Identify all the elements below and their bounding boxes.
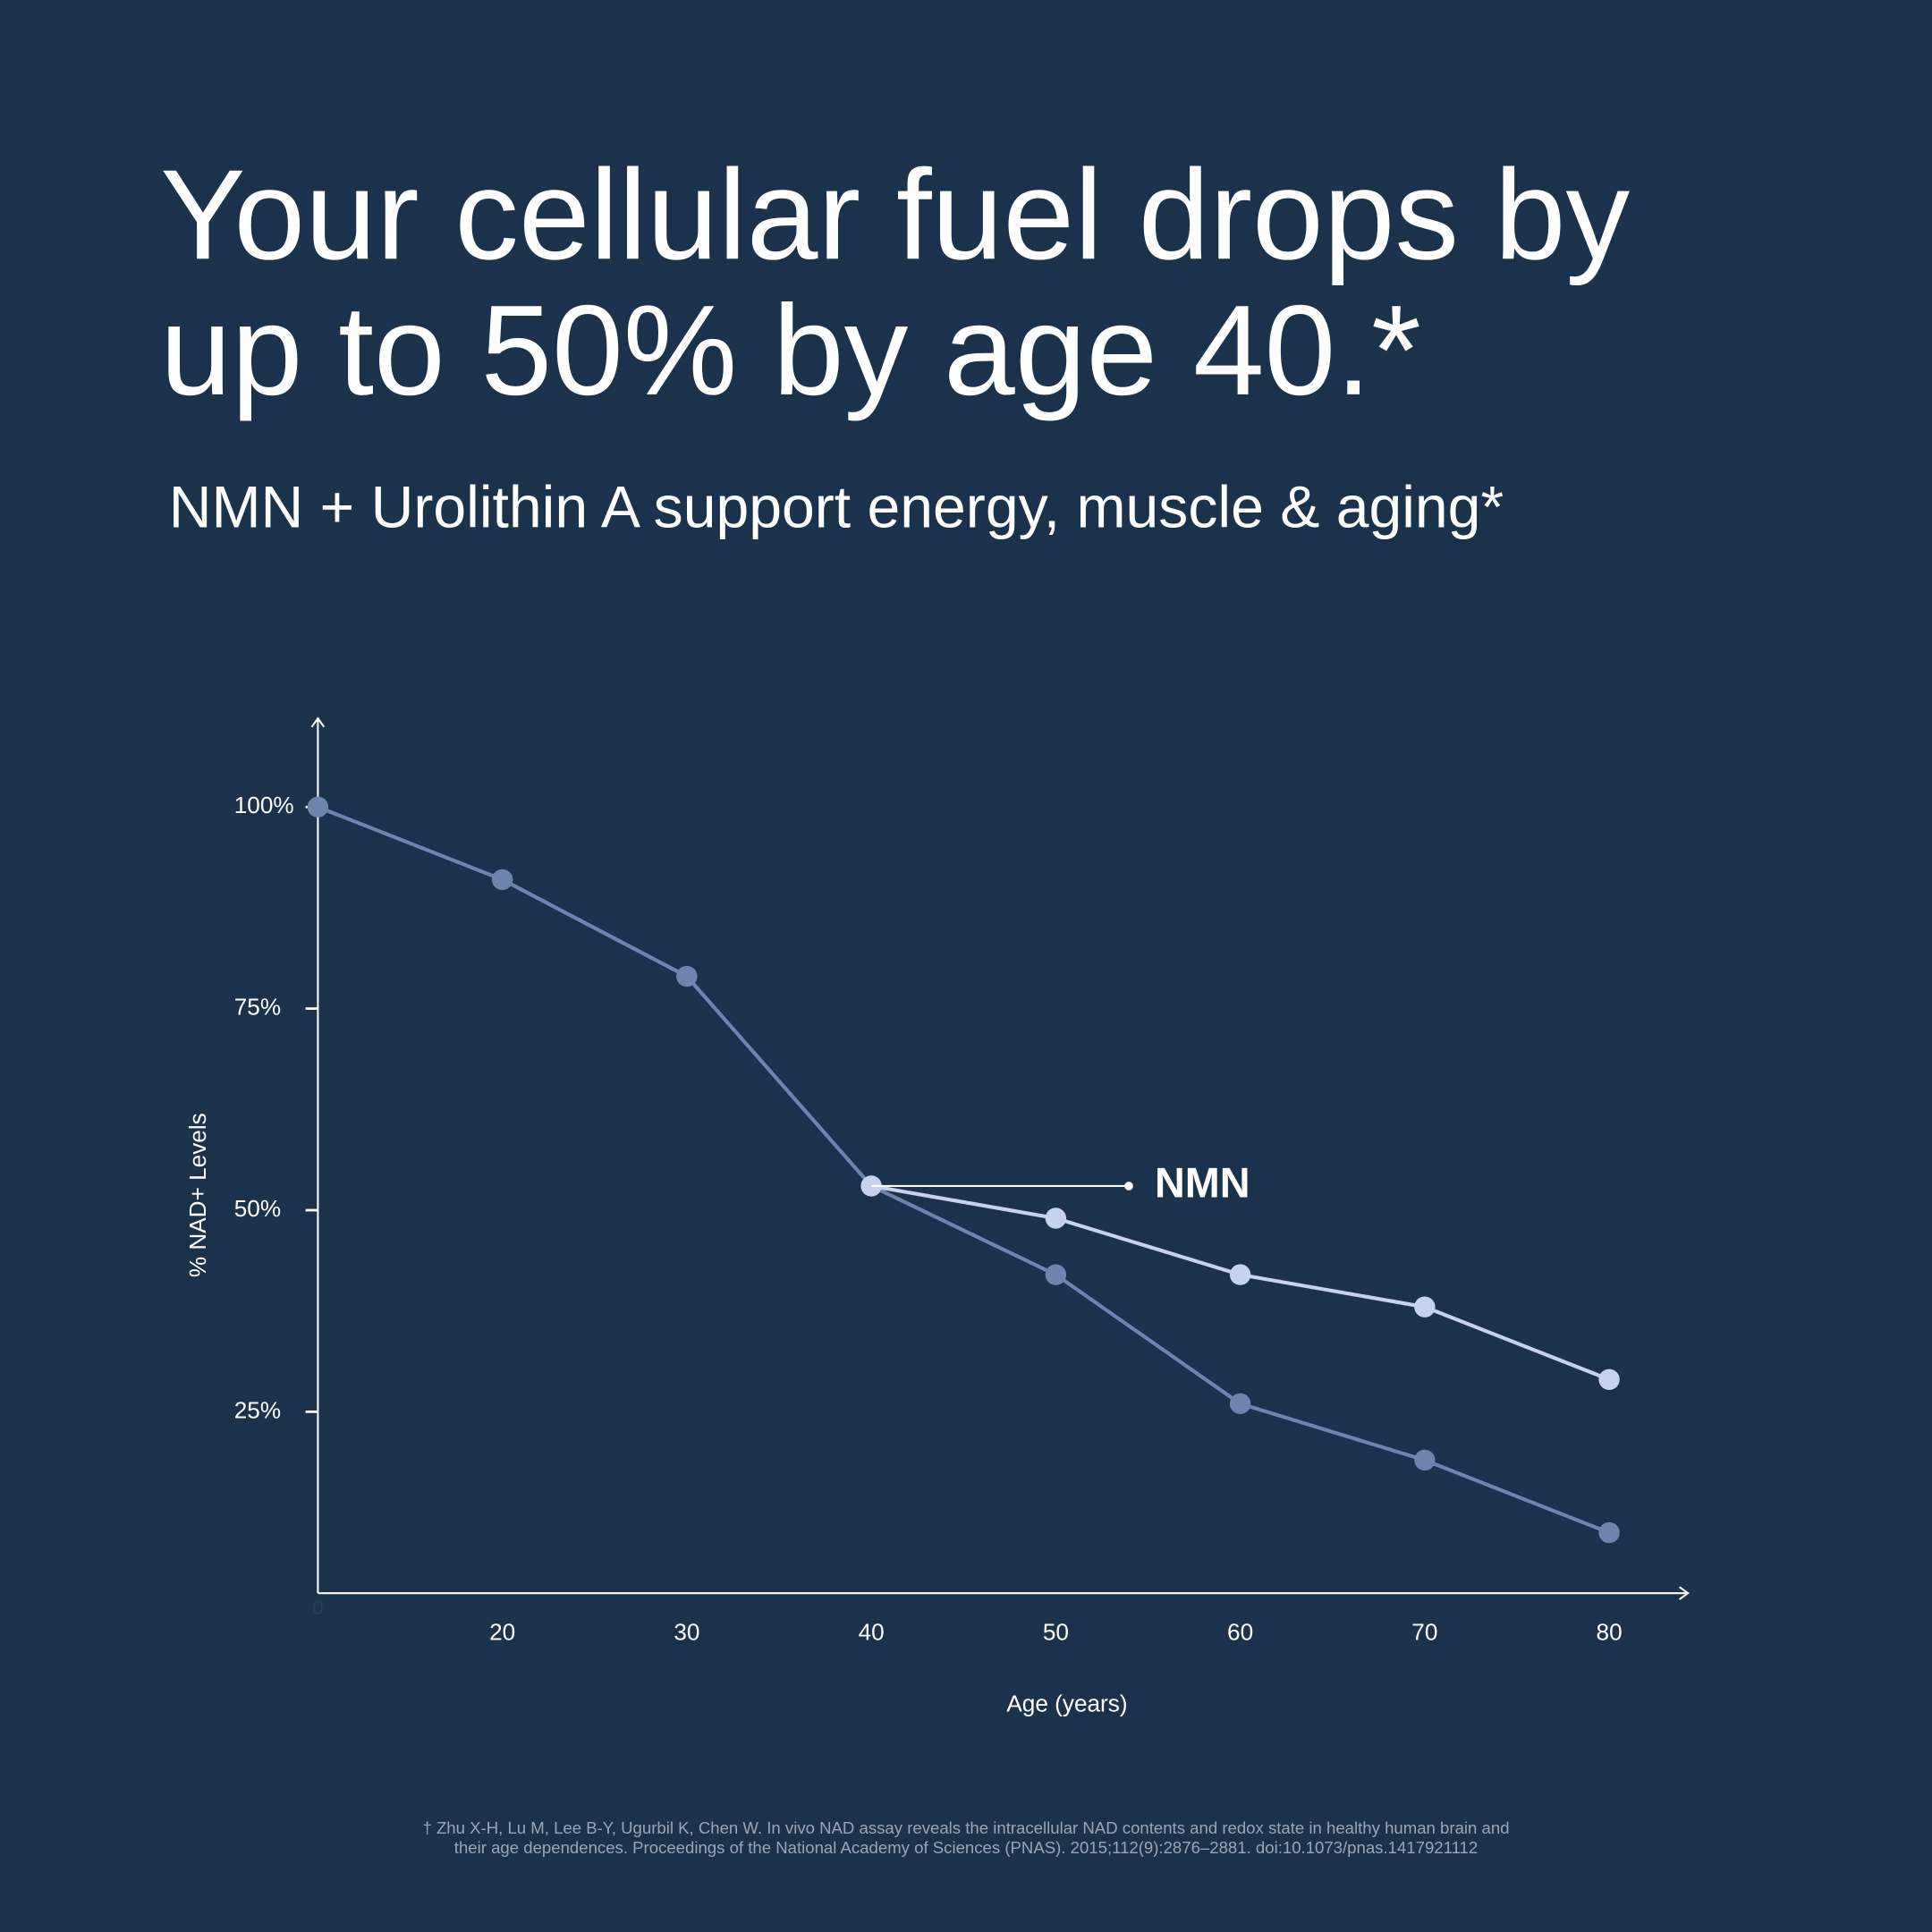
footnote: their age dependences. Proceedings of th… [454, 1838, 1478, 1857]
legend-dot [1124, 1182, 1133, 1191]
series-line [317, 805, 1610, 1535]
x-tick-label: 40 [859, 1619, 885, 1646]
title-line: up to 50% by age 40.* [160, 279, 1421, 422]
x-tick-label: 30 [674, 1619, 699, 1646]
x-tick-label: 60 [1227, 1619, 1253, 1646]
y-tick-label: 75% [234, 994, 281, 1021]
data-point [1229, 1393, 1251, 1415]
y-tick-label: 25% [234, 1396, 281, 1423]
x-tick-label: 70 [1411, 1619, 1437, 1646]
x-tick-label: 80 [1597, 1619, 1623, 1646]
data-point [676, 965, 698, 987]
x-tick-label: 20 [489, 1619, 515, 1646]
x-axis-arrow [1679, 1586, 1690, 1600]
data-point [1229, 1264, 1251, 1285]
x-tick-label: 50 [1043, 1619, 1069, 1646]
subtitle: NMN + Urolithin A support energy, muscle… [169, 475, 1504, 541]
title-line: Your cellular fuel drops by [160, 143, 1630, 286]
data-point [1414, 1296, 1436, 1318]
data-point [491, 869, 513, 891]
footnote: † Zhu X-H, Lu M, Lee B-Y, Ugurbil K, Che… [422, 1818, 1509, 1837]
data-point [1598, 1521, 1620, 1544]
data-point [1414, 1449, 1436, 1471]
y-tick-label: 50% [234, 1195, 281, 1222]
data-point [307, 796, 329, 818]
y-axis-arrow [310, 716, 326, 728]
y-tick-label: 100% [234, 792, 294, 818]
x-axis-label: Age (years) [1006, 1690, 1127, 1716]
y-axis-label: % NAD+ Levels [184, 1113, 211, 1277]
data-point [1598, 1368, 1620, 1391]
axes [310, 716, 1690, 1600]
legend-label: NMN [1155, 1159, 1250, 1206]
data-point [1045, 1208, 1067, 1229]
x-tick-label: 0 [312, 1597, 323, 1619]
data-point [1045, 1264, 1067, 1285]
